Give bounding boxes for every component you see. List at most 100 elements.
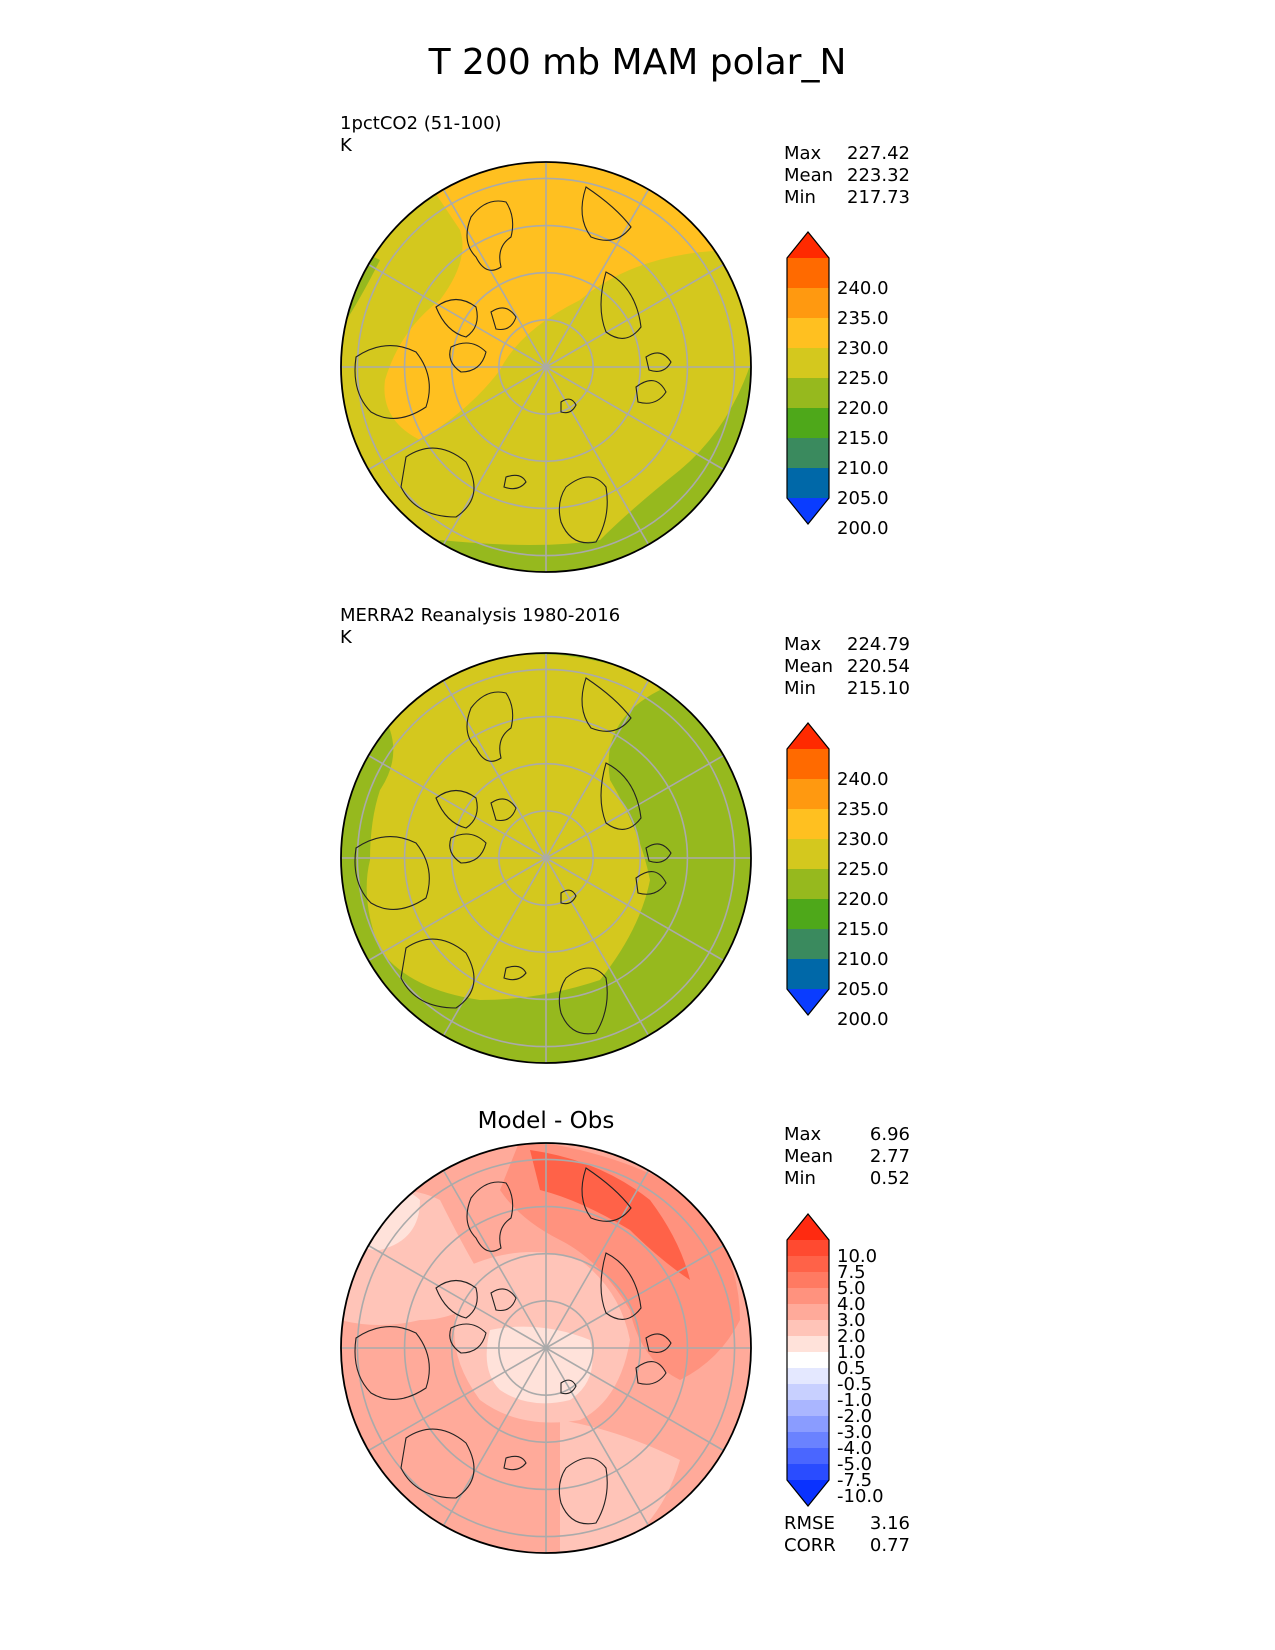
coastline-segment <box>558 476 608 544</box>
coastline-segment <box>581 186 632 241</box>
panel-2-label: MERRA2 Reanalysis 1980-2016 <box>340 605 621 626</box>
map-boundary <box>340 161 752 573</box>
coastline-segment <box>645 843 672 863</box>
meridian-line <box>442 189 547 368</box>
coastline-segment <box>600 762 642 830</box>
colorbar-under-extension <box>787 498 829 524</box>
colorbar-tick-label: 205.0 <box>837 488 889 509</box>
meridian-line <box>368 366 547 471</box>
stat-mean: Mean 2.77 <box>784 1146 910 1167</box>
colorbar-tick-label: 200.0 <box>837 518 889 539</box>
stat-mean: Mean 220.54 <box>784 656 910 677</box>
map-boundary <box>340 1142 752 1554</box>
colorbar-over-extension <box>787 1214 829 1240</box>
colorbar-segment <box>787 1320 829 1337</box>
meridian-line <box>368 1347 547 1452</box>
colorbar-segment <box>787 408 829 439</box>
meridian-line <box>545 1347 724 1452</box>
colorbar-tick-label: 230.0 <box>837 829 889 850</box>
meridian-line <box>368 263 547 368</box>
stat-mean: Mean 223.32 <box>784 165 910 186</box>
stat-max: Max 6.96 <box>784 1124 910 1145</box>
colorbar-tick-label: 225.0 <box>837 859 889 880</box>
colorbar-under-extension <box>787 989 829 1015</box>
coastlines <box>354 186 672 1525</box>
colorbar-segment <box>787 749 829 780</box>
stat-corr: CORR 0.77 <box>784 1535 910 1556</box>
colorbar-segment <box>787 929 829 960</box>
coastline-segment <box>581 1167 632 1222</box>
coastline-segment <box>400 938 475 1009</box>
coastline-segment <box>466 200 514 271</box>
colorbar-tick-label: 215.0 <box>837 919 889 940</box>
coastline-segment <box>449 342 487 373</box>
coastline-segment <box>635 1361 667 1385</box>
colorbar-segment <box>787 468 829 499</box>
colorbar-panel-3: 10.07.55.04.03.02.01.00.5-0.5-1.0-2.0-3.… <box>786 1213 884 1507</box>
colorbars: 240.0 235.0 230.0 225.0 220.0 215.0 210.0 205.0… <box>786 231 889 1507</box>
grid-map-1 <box>341 162 751 572</box>
coastline-segment <box>635 871 667 895</box>
coastline-segment <box>435 1279 478 1319</box>
colorbar-segment <box>787 1256 829 1273</box>
panel-2-title: MERRA2 Reanalysis 1980-2016 K <box>340 605 620 649</box>
colorbar-tick-label: 220.0 <box>837 398 889 419</box>
colorbar-tick-label: 225.0 <box>837 368 889 389</box>
colorbar-outline <box>786 1213 830 1507</box>
coastline-segment <box>400 1428 475 1499</box>
colorbar-tick-label: 4.0 <box>837 1294 866 1315</box>
meridian-line <box>545 857 650 1036</box>
colorbar-segment <box>787 869 829 900</box>
field-5-7p5 <box>530 1150 690 1280</box>
colorbar-tick-label: -4.0 <box>837 1438 872 1459</box>
meridian-line <box>545 263 724 368</box>
field-1-2-south <box>560 1420 680 1553</box>
panel-1-stats: Max 227.42 Mean 223.32 Min 217.73 <box>784 143 910 209</box>
colorbar-tick-label: -5.0 <box>837 1454 872 1475</box>
stat-max: Max 224.79 <box>784 634 910 655</box>
coastline-segment <box>503 965 527 981</box>
colorbar-tick-label: 210.0 <box>837 949 889 970</box>
colorbar-segment <box>787 959 829 990</box>
coastline-segment <box>600 271 642 339</box>
panel-3-title: Model - Obs <box>477 1108 615 1134</box>
coastline-segment <box>435 298 478 338</box>
panel-1-label: 1pctCO2 (51-100) <box>340 113 502 134</box>
colorbar-segment <box>787 809 829 840</box>
coastline-segment <box>466 691 514 762</box>
coastline-segment <box>435 789 478 829</box>
meridian-line <box>368 857 547 962</box>
grid-map-2 <box>341 653 751 1063</box>
coastline-segment <box>503 1455 527 1471</box>
colorbar-segment <box>787 1432 829 1449</box>
colorbar-under-extension <box>787 1480 829 1506</box>
colorbar-segment <box>787 1240 829 1257</box>
meridian-line <box>442 366 547 545</box>
colorbar-over-extension <box>787 723 829 749</box>
coastline-map-1 <box>354 186 672 544</box>
colorbar-segment <box>787 779 829 810</box>
map-borders <box>340 161 752 1554</box>
stat-max: Max 227.42 <box>784 143 910 164</box>
colorbar-tick-label: 2.0 <box>837 1326 866 1347</box>
colorbar-panel-1: 240.0 235.0 230.0 225.0 220.0 215.0 210.0 205.0… <box>786 231 889 539</box>
coastline-segment <box>600 1252 642 1320</box>
colorbar-segment <box>787 1368 829 1385</box>
colorbar-over-extension <box>787 232 829 258</box>
grid-map-3 <box>341 1143 751 1553</box>
map-boundary <box>340 652 752 1064</box>
colorbar-segment <box>787 1288 829 1305</box>
colorbar-segment <box>787 438 829 469</box>
meridian-line <box>368 1244 547 1349</box>
colorbar-tick-label: 240.0 <box>837 278 889 299</box>
meridian-line <box>545 189 650 368</box>
meridian-line <box>545 857 724 962</box>
meridian-line <box>442 1170 547 1349</box>
colorbar-tick-label: 10.0 <box>837 1246 877 1267</box>
stat-min: Min 0.52 <box>784 1168 910 1189</box>
colorbar-tick-label: 3.0 <box>837 1310 866 1331</box>
colorbar-segment <box>787 318 829 349</box>
meridian-line <box>442 1347 547 1526</box>
colorbar-tick-label: 1.0 <box>837 1342 866 1363</box>
coastline-segment <box>558 967 608 1035</box>
